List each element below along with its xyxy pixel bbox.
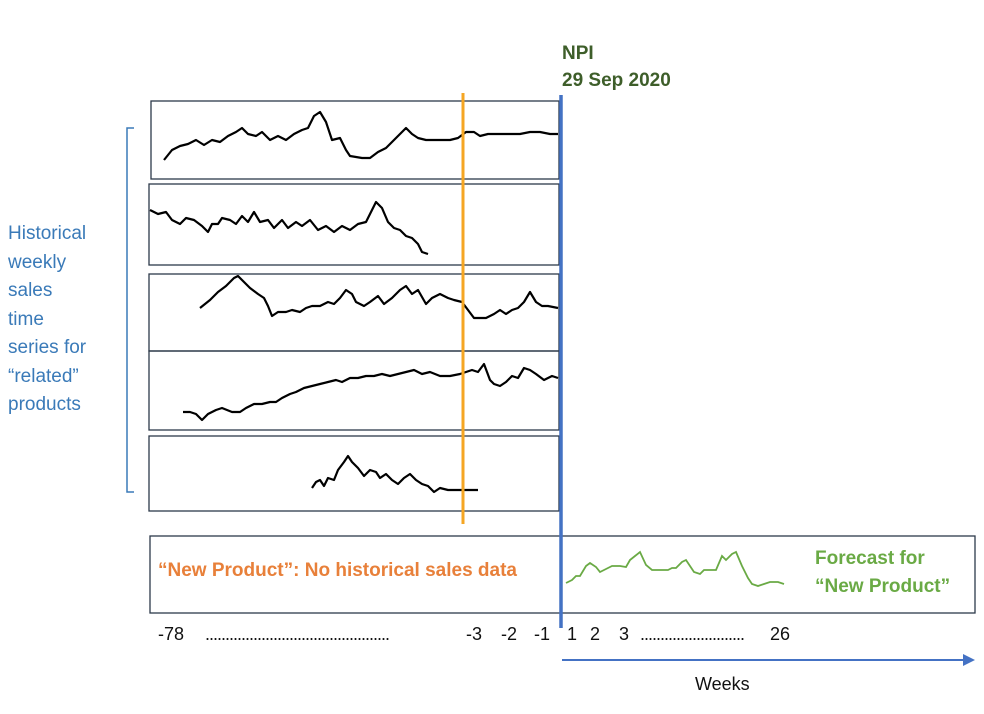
series-box-2	[148, 183, 560, 266]
arrow-head-icon	[963, 654, 975, 666]
axis-dots-left: ........................................…	[205, 624, 390, 644]
hist-line: “related”	[8, 365, 79, 387]
tick-label: 2	[590, 624, 601, 644]
hist-line: sales	[8, 280, 53, 301]
npi-title: NPI	[562, 43, 594, 64]
tick-label: 3	[619, 624, 630, 644]
series-box-1	[150, 100, 560, 180]
tick-label: -1	[534, 624, 551, 644]
hist-line: products	[8, 394, 81, 415]
forecast-line-1: Forecast for	[815, 548, 925, 569]
hist-line: time	[8, 308, 44, 330]
tick-label: -3	[466, 624, 483, 644]
tick-label: 26	[770, 624, 791, 644]
tick-label: -2	[501, 624, 518, 644]
weeks-axis-title: Weeks	[695, 674, 750, 694]
new-product-label: “New Product”: No historical sales data	[158, 560, 517, 581]
axis-dots-right: ..........................	[640, 624, 745, 644]
forecast-line-2: “New Product”	[815, 576, 951, 597]
tick-label: 1	[567, 624, 578, 644]
tick-label: -78	[158, 624, 185, 644]
npi-date: 29 Sep 2020	[562, 70, 671, 91]
historical-label: Historical weekly sales time series for …	[8, 220, 86, 420]
hist-line: weekly	[8, 251, 67, 273]
npi-label: NPI 29 Sep 2020	[562, 40, 671, 94]
series-box-4	[148, 350, 560, 431]
series-line-2	[149, 200, 429, 256]
series-box-5	[148, 435, 560, 512]
series-line-1	[163, 110, 558, 161]
series-line-5	[311, 454, 478, 494]
forecast-label: Forecast for “New Product”	[815, 545, 950, 601]
forecast-line	[565, 550, 785, 587]
hist-line: Historical	[8, 223, 87, 244]
series-line-4	[183, 362, 559, 422]
hist-line: series for	[8, 337, 87, 358]
bracket	[126, 127, 134, 493]
series-line-3	[199, 274, 559, 320]
